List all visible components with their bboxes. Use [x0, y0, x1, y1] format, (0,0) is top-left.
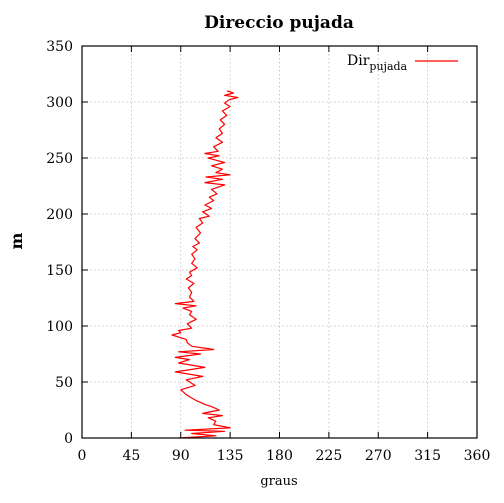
x-tick-label: 90 — [172, 448, 190, 464]
y-tick-label: 350 — [46, 39, 73, 55]
legend: Dirpujada — [347, 53, 458, 73]
legend-label-sub: pujada — [369, 60, 407, 73]
x-tick-label: 270 — [365, 448, 392, 464]
series-line — [171, 90, 239, 439]
x-tick-label: 315 — [414, 448, 441, 464]
y-tick-label: 150 — [46, 263, 73, 279]
y-tick-label: 50 — [55, 375, 73, 391]
y-tick-label: 0 — [64, 431, 73, 447]
legend-label-main: Dir — [347, 53, 370, 69]
x-tick-label: 0 — [78, 448, 87, 464]
y-tick-label: 100 — [46, 319, 73, 335]
chart-title: Direccio pujada — [204, 13, 354, 33]
x-tick-label: 225 — [316, 448, 343, 464]
y-tick-label: 200 — [46, 207, 73, 223]
x-tick-label: 135 — [217, 448, 244, 464]
y-axis-label: m — [7, 232, 26, 249]
x-tick-label: 45 — [122, 448, 140, 464]
y-tick-label: 250 — [46, 151, 73, 167]
series-layer — [171, 90, 239, 439]
legend-label: Dirpujada — [347, 53, 408, 73]
x-tick-label: 180 — [266, 448, 293, 464]
grid — [82, 46, 477, 438]
plot-frame — [81, 45, 478, 439]
axis-ticks: 0 45 90 135 180 225 270 315 360 0 50 100 150 200 250 30… — [46, 39, 490, 464]
x-tick-label: 360 — [464, 448, 491, 464]
y-tick-label: 300 — [46, 95, 73, 111]
x-axis-label: graus — [260, 474, 297, 489]
